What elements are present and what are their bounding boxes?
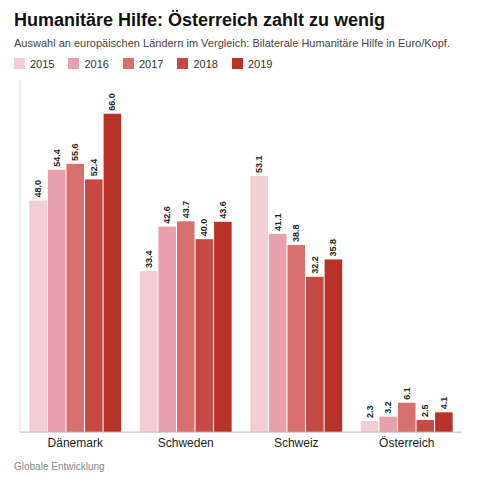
legend-item: 2016 (68, 58, 108, 70)
footer: Globale Entwicklung (14, 461, 105, 472)
legend-swatch (68, 58, 79, 69)
data-label: 4.1 (439, 397, 449, 410)
legend-swatch (14, 58, 25, 69)
data-label: 32.2 (310, 256, 320, 274)
bar (269, 234, 287, 432)
title: Humanitäre Hilfe: Österreich zahlt zu we… (14, 10, 466, 32)
x-tick-label: Schweden (158, 436, 214, 450)
subtitle: Auswahl an europäischen Ländern im Vergl… (14, 36, 466, 50)
x-tick-label: Österreich (379, 436, 434, 450)
bar (104, 114, 122, 432)
legend: 2015 2016 2017 2018 2019 (14, 58, 466, 70)
x-axis-line (20, 432, 462, 433)
bar (214, 222, 232, 432)
data-label: 2.5 (420, 404, 430, 417)
x-tick-label: Schweiz (274, 436, 319, 450)
bars (29, 114, 452, 432)
data-label: 35.8 (328, 239, 338, 257)
legend-swatch (177, 58, 188, 69)
bar (66, 164, 84, 432)
data-label: 48.0 (33, 180, 43, 198)
data-label: 33.4 (144, 250, 154, 268)
data-labels: 48.0 33.4 53.1 2.3 54.4 42.6 41.1 3.2 55.6 43.7 38… (33, 93, 449, 418)
data-label: 41.1 (273, 213, 283, 231)
legend-item: 2019 (232, 58, 272, 70)
x-tick-label: Dänemark (48, 436, 104, 450)
data-label: 53.1 (254, 155, 264, 173)
legend-label: 2016 (84, 58, 108, 70)
data-label: 52.4 (89, 159, 99, 177)
bar (29, 200, 47, 432)
bar (287, 245, 305, 432)
y-axis-line (20, 80, 21, 432)
bar (435, 412, 453, 432)
legend-swatch (232, 58, 243, 69)
chart: 48.0 33.4 53.1 2.3 54.4 42.6 41.1 3.2 55.6 43.7 38… (14, 74, 466, 456)
data-label: 2.3 (365, 405, 375, 418)
legend-label: 2015 (30, 58, 54, 70)
bar (196, 239, 214, 432)
bar (379, 417, 397, 432)
bar (158, 227, 176, 432)
data-label: 40.0 (199, 219, 209, 237)
data-label: 43.6 (218, 201, 228, 219)
legend-swatch (123, 58, 134, 69)
legend-label: 2019 (248, 58, 272, 70)
bar (48, 170, 66, 432)
legend-label: 2017 (139, 58, 163, 70)
bar (85, 179, 103, 432)
data-label: 43.7 (181, 201, 191, 219)
bar (398, 403, 416, 432)
legend-item: 2018 (177, 58, 217, 70)
data-label: 6.1 (402, 387, 412, 400)
bar (361, 421, 379, 432)
bar (417, 420, 435, 432)
data-label: 54.4 (52, 149, 62, 167)
bar (140, 271, 158, 432)
bar (306, 277, 324, 432)
bar (250, 176, 268, 432)
bar (177, 221, 195, 432)
data-label: 66.0 (107, 93, 117, 111)
data-label: 42.6 (162, 206, 172, 224)
bar (325, 259, 343, 432)
data-label: 55.6 (70, 143, 80, 161)
legend-item: 2015 (14, 58, 54, 70)
legend-label: 2018 (193, 58, 217, 70)
data-label: 38.8 (291, 224, 301, 242)
data-label: 3.2 (383, 401, 393, 414)
legend-item: 2017 (123, 58, 163, 70)
